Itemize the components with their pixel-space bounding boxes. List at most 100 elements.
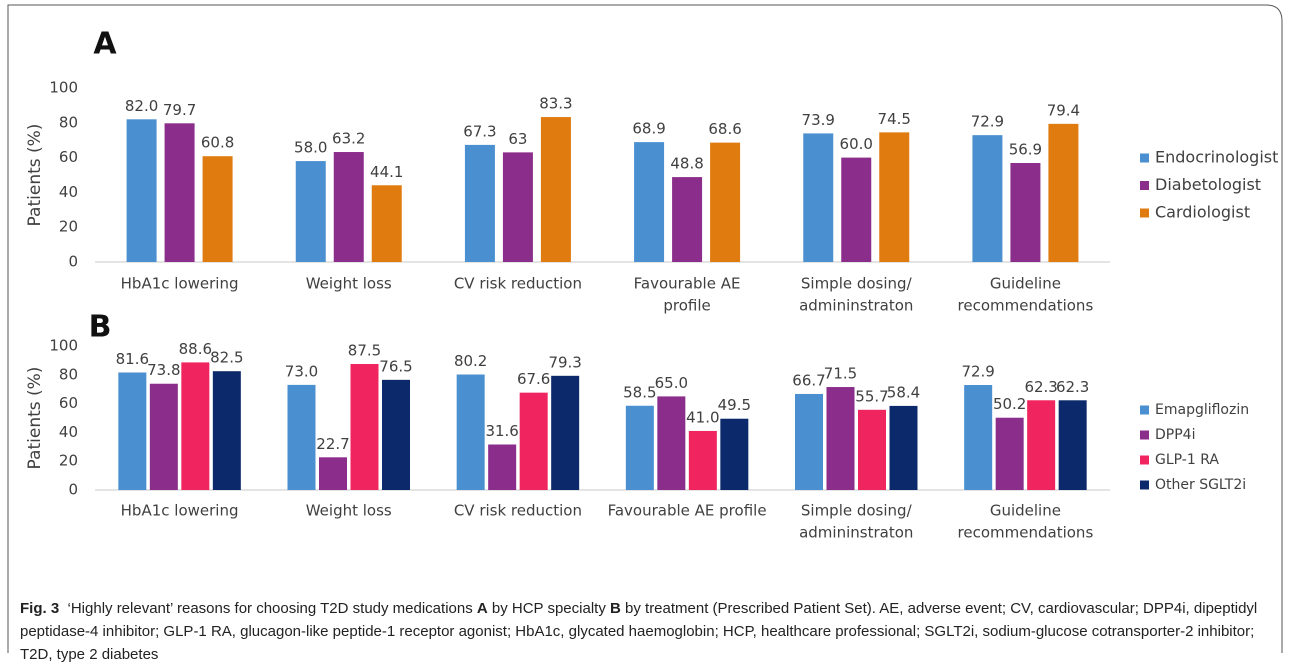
value-label: 48.8: [670, 155, 703, 173]
bar: [519, 392, 548, 490]
bar: [657, 396, 686, 490]
bar: [889, 405, 918, 490]
legend-swatch: [1140, 405, 1149, 415]
panel-label: B: [89, 310, 112, 345]
value-label: 41.0: [686, 408, 719, 426]
bar: [1010, 162, 1041, 262]
bar: [502, 152, 533, 262]
bar: [164, 123, 195, 263]
value-label: 60.0: [840, 135, 873, 153]
value-label: 83.3: [539, 95, 572, 113]
value-label: 79.7: [163, 101, 196, 119]
y-tick-label: 60: [59, 394, 78, 412]
bar: [488, 444, 517, 490]
value-label: 79.3: [548, 353, 581, 371]
value-label: 55.7: [855, 387, 888, 405]
legend-label: Emapgliflozin: [1155, 402, 1249, 418]
bar: [826, 387, 855, 490]
bar: [181, 362, 210, 490]
y-tick-label: 100: [49, 337, 78, 355]
legend-label: Other SGLT2i: [1155, 477, 1246, 493]
bar: [551, 375, 580, 490]
bar: [688, 430, 717, 490]
value-label: 88.6: [179, 340, 212, 358]
bar: [841, 157, 872, 262]
bar: [333, 152, 364, 262]
y-tick-label: 20: [59, 218, 78, 236]
value-label: 67.3: [463, 122, 496, 140]
legend-swatch: [1140, 455, 1149, 465]
bar: [149, 383, 178, 490]
bar: [350, 364, 379, 490]
bar: [540, 117, 571, 262]
x-tick-label: Weight loss: [306, 502, 392, 520]
bar: [803, 133, 834, 262]
x-tick-label: Weight loss: [306, 275, 392, 293]
bar: [1027, 400, 1056, 490]
legend-swatch: [1140, 480, 1149, 490]
y-tick-label: 100: [49, 79, 78, 97]
y-axis-label: Patients (%): [25, 367, 45, 470]
legend-label: Diabetologist: [1155, 175, 1261, 194]
value-label: 58.4: [887, 383, 920, 401]
legend-label: DPP4i: [1155, 427, 1195, 443]
legend-swatch: [1140, 181, 1149, 190]
value-label: 73.0: [285, 362, 318, 380]
x-tick-label: Simple dosing/: [801, 275, 913, 293]
value-label: 74.5: [878, 110, 911, 128]
value-label: 62.3: [1024, 378, 1057, 396]
value-label: 82.5: [210, 349, 243, 367]
value-label: 49.5: [718, 396, 751, 414]
value-label: 58.5: [623, 383, 656, 401]
value-label: 56.9: [1009, 140, 1042, 158]
bar: [118, 372, 147, 490]
bar: [287, 384, 316, 490]
x-tick-label: Favourable AE profile: [608, 502, 767, 520]
x-tick-label: Favourable AE: [634, 275, 741, 293]
bar: [456, 374, 485, 490]
value-label: 22.7: [316, 435, 349, 453]
value-label: 68.9: [632, 120, 665, 138]
value-label: 81.6: [116, 350, 149, 368]
value-label: 68.6: [708, 120, 741, 138]
x-tick-label: profile: [663, 297, 710, 315]
value-label: 63.2: [332, 130, 365, 148]
y-tick-label: 0: [68, 481, 78, 499]
bar: [795, 393, 823, 490]
y-tick-label: 0: [68, 253, 78, 271]
value-label: 44.1: [370, 163, 403, 181]
value-label: 66.7: [792, 371, 825, 389]
panel-label: A: [93, 27, 117, 62]
x-tick-label: recommendations: [958, 524, 1094, 542]
legend-swatch: [1140, 153, 1149, 163]
bar: [212, 371, 241, 490]
value-label: 73.8: [147, 361, 180, 379]
value-label: 62.3: [1056, 378, 1089, 396]
y-tick-label: 80: [59, 113, 78, 131]
bar: [720, 418, 749, 490]
bar: [634, 142, 665, 262]
legend-label: Cardiologist: [1155, 203, 1250, 222]
bar: [1048, 123, 1079, 263]
value-label: 76.5: [379, 357, 412, 375]
legend-swatch: [1140, 430, 1149, 440]
bar: [964, 385, 993, 490]
value-label: 87.5: [348, 342, 381, 360]
bar: [464, 144, 495, 262]
value-label: 82.0: [125, 97, 158, 115]
bar: [672, 177, 703, 262]
bar: [319, 457, 347, 490]
y-tick-label: 40: [59, 183, 78, 201]
bar: [1058, 400, 1087, 490]
x-tick-label: Simple dosing/: [801, 502, 913, 520]
bar: [202, 156, 233, 262]
bar: [371, 185, 402, 262]
y-axis-label: Patients (%): [25, 124, 45, 227]
value-label: 50.2: [993, 395, 1026, 413]
x-tick-label: CV risk reduction: [454, 275, 582, 293]
value-label: 31.6: [485, 422, 518, 440]
caption-bold: A: [476, 600, 488, 617]
bar: [995, 417, 1024, 490]
